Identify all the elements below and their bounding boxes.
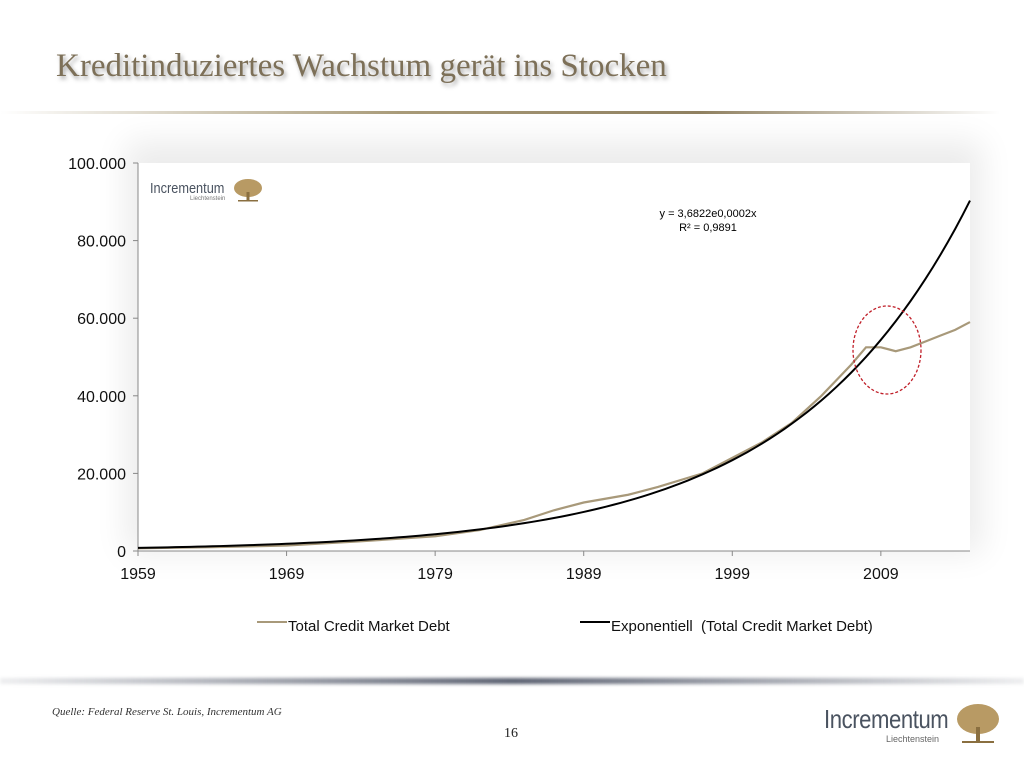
y-tick-label: 80.000 [77,234,126,251]
page-number: 16 [504,726,518,741]
plot-area [138,163,970,551]
tree-icon [957,704,999,743]
legend-label-exp: Exponentiell (Total Credit Market Debt) [611,618,873,635]
footer-logo: Incrementum Liechtenstein [824,704,999,744]
trendline-equation: y = 3,6822e0,0002x [660,208,757,220]
x-tick-label: 1989 [566,566,602,583]
chart-logo-sub: Liechtenstein [190,196,226,202]
chart-logo-name: Incrementum [150,180,225,197]
x-tick-label: 1969 [269,566,305,583]
legend: Total Credit Market Debt Exponentiell (T… [257,618,873,635]
y-tick-label: 40.000 [77,389,126,406]
x-tick-label: 1979 [417,566,453,583]
y-tick-label: 0 [117,544,126,561]
highlight-ellipse [852,305,922,395]
tree-icon [234,179,262,202]
trendline-r2: R² = 0,9891 [679,222,737,234]
footer-logo-name: Incrementum [824,704,949,734]
footer-logo-sub: Liechtenstein [886,734,940,744]
title-divider [0,111,1000,114]
x-tick-label: 1999 [714,566,750,583]
chart-logo: Incrementum Liechtenstein [150,179,262,202]
y-tick-label: 60.000 [77,311,126,328]
line-chart: 0 20.000 40.000 60.000 80.000 100.000 1959 1969… [68,156,971,635]
legend-label-debt: Total Credit Market Debt [288,618,451,635]
x-tick-label: 2009 [863,566,899,583]
slide-title: Kreditinduziertes Wachstum gerät ins Sto… [56,48,667,84]
source-note: Quelle: Federal Reserve St. Louis, Incre… [52,706,282,718]
y-tick-label: 100.000 [68,156,126,173]
x-tick-label: 1959 [120,566,156,583]
series-total-credit-market-debt [137,321,971,550]
footer-divider [0,678,1024,684]
series-exponential-trend [137,200,971,549]
y-tick-label: 20.000 [77,466,126,483]
